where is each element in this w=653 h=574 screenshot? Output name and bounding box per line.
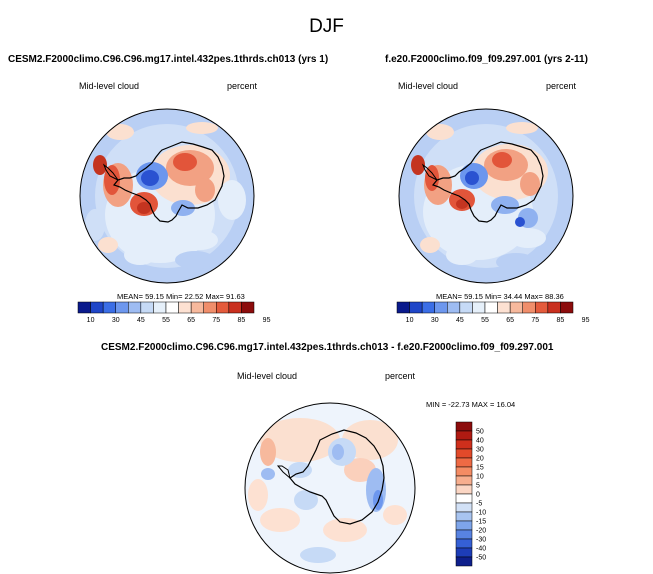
diff-colorbar-swatch xyxy=(455,502,473,513)
panel-1-colorbar-tick-label: 55 xyxy=(162,317,170,324)
panel-1-colorbar-swatch xyxy=(216,301,230,314)
panel-2-colorbar-swatch xyxy=(497,301,511,314)
diff-colorbar-swatch xyxy=(455,484,473,495)
diff-colorbar-swatch xyxy=(455,421,473,432)
panel-2-colorbar-swatch xyxy=(409,301,423,314)
panel-1-colorbar-tick-label: 75 xyxy=(212,317,220,324)
panel-1-case-title: CESM2.F2000climo.C96.C96.mg17.intel.432p… xyxy=(8,54,329,65)
panel-2-colorbar-swatch xyxy=(509,301,523,314)
panel-2-colorbar-tick-label: 10 xyxy=(406,317,414,324)
diff-colorbar-swatch xyxy=(455,439,473,450)
panel-2-units: percent xyxy=(546,81,577,91)
panel-1-variable: Mid-level cloud xyxy=(79,81,140,91)
diff-colorbar-tick-label: 30 xyxy=(476,447,484,454)
panel-2-stats: MEAN= 59.15 Min= 34.44 Max= 88.36 xyxy=(436,292,564,301)
panel-1-colorbar-swatch xyxy=(102,301,116,314)
panel-1-colorbar-swatch xyxy=(153,301,167,314)
panel-1-colorbar-swatch xyxy=(190,301,204,314)
panel-1-colorbar-swatch xyxy=(128,301,142,314)
panel-1-units: percent xyxy=(227,81,258,91)
panel-2-colorbar-swatch xyxy=(522,301,536,314)
page-title: DJF xyxy=(309,16,344,37)
panel-2-colorbar-swatch xyxy=(421,301,435,314)
panel-1-colorbar: 10 30 45 55 65 75 85 95 xyxy=(77,301,271,324)
panel-2-case-title: f.e20.F2000climo.f09_f09.297.001 (yrs 2-… xyxy=(385,54,588,65)
panel-2-colorbar-tick-label: 95 xyxy=(582,317,590,324)
diff-colorbar-tick-label: -15 xyxy=(476,519,486,526)
panel-1-colorbar-swatch xyxy=(178,301,192,314)
diff-colorbar-tick-label: -50 xyxy=(476,555,486,562)
diff-colorbar-swatch xyxy=(455,511,473,522)
panel-1-colorbar-swatch xyxy=(203,301,217,314)
panel-1-antarctica-outline xyxy=(112,141,225,223)
panel-1-colorbar-tick-label: 30 xyxy=(112,317,120,324)
panel-2-antarctica-outline xyxy=(431,141,544,223)
diff-colorbar-tick-label: -30 xyxy=(476,537,486,544)
panel-2-colorbar-swatch xyxy=(547,301,561,314)
panel-2-map xyxy=(399,109,573,283)
diff-colorbar-tick-label: 5 xyxy=(476,483,480,490)
panel-1-map xyxy=(80,109,254,283)
panel-2-colorbar-tick-label: 65 xyxy=(506,317,514,324)
diff-colorbar-swatch xyxy=(455,529,473,540)
panel-1-colorbar-tick-label: 95 xyxy=(263,317,271,324)
panel-1-colorbar-swatch xyxy=(115,301,129,314)
panel-1-colorbar-swatch xyxy=(228,301,242,314)
panel-2-colorbar-tick-label: 45 xyxy=(456,317,464,324)
diff-colorbar-tick-label: -5 xyxy=(476,501,482,508)
panel-1-colorbar-tick-label: 65 xyxy=(187,317,195,324)
diff-colorbar-swatch xyxy=(455,475,473,486)
diff-colorbar-swatch xyxy=(455,466,473,477)
panel-1-colorbar-swatch xyxy=(140,301,154,314)
diff-colorbar-swatch xyxy=(455,457,473,468)
diff-colorbar-tick-label: 15 xyxy=(476,465,484,472)
diff-colorbar-tick-label: 10 xyxy=(476,474,484,481)
panel-2-colorbar-swatch xyxy=(535,301,549,314)
panel-1-colorbar-tick-label: 85 xyxy=(238,317,246,324)
diff-colorbar-swatch xyxy=(455,547,473,558)
diff-case-title: CESM2.F2000climo.C96.C96.mg17.intel.432p… xyxy=(101,342,554,353)
panel-2-colorbar: 10 30 45 55 65 75 85 95 xyxy=(396,301,590,324)
diff-colorbar-swatch xyxy=(455,448,473,459)
diff-colorbar-tick-label: 20 xyxy=(476,456,484,463)
diff-colorbar-tick-label: 50 xyxy=(476,429,484,436)
panel-1-colorbar-swatch xyxy=(90,301,104,314)
panel-1-stats: MEAN= 59.15 Min= 22.52 Max= 91.63 xyxy=(117,292,245,301)
diff-colorbar-tick-label: -10 xyxy=(476,510,486,517)
diff-antarctica-outline xyxy=(289,429,385,525)
panel-2-colorbar-swatch xyxy=(434,301,448,314)
panel-2-colorbar-swatch xyxy=(560,301,574,314)
diff-map xyxy=(245,403,415,573)
panel-2-colorbar-tick-label: 30 xyxy=(431,317,439,324)
panel-2-colorbar-tick-label: 85 xyxy=(557,317,565,324)
panel-2-colorbar-tick-label: 75 xyxy=(531,317,539,324)
diff-colorbar-tick-label: 0 xyxy=(476,492,480,499)
panel-1-colorbar-tick-label: 10 xyxy=(87,317,95,324)
diff-colorbar-swatch xyxy=(455,556,473,567)
diff-colorbar-tick-label: -20 xyxy=(476,528,486,535)
panel-1-colorbar-swatch xyxy=(241,301,255,314)
diff-stats: MIN = -22.73 MAX = 16.04 xyxy=(426,400,516,409)
diff-colorbar-tick-label: -40 xyxy=(476,546,486,553)
panel-2-colorbar-swatch xyxy=(447,301,461,314)
panel-2-colorbar-swatch xyxy=(472,301,486,314)
panel-2-colorbar-tick-label: 55 xyxy=(481,317,489,324)
panel-1-colorbar-tick-label: 45 xyxy=(137,317,145,324)
diff-colorbar-swatch xyxy=(455,538,473,549)
diff-colorbar-tick-label: 40 xyxy=(476,438,484,445)
diff-units: percent xyxy=(385,371,416,381)
diff-variable: Mid-level cloud xyxy=(237,371,298,381)
panel-2-colorbar-swatch xyxy=(396,301,410,314)
diff-colorbar-swatch xyxy=(455,493,473,504)
panel-1-colorbar-swatch xyxy=(77,301,91,314)
panel-2-colorbar-swatch xyxy=(484,301,498,314)
diff-colorbar-swatch xyxy=(455,520,473,531)
panel-1-colorbar-swatch xyxy=(165,301,179,314)
diff-colorbar-swatch xyxy=(455,430,473,441)
panel-2-colorbar-swatch xyxy=(459,301,473,314)
panel-2-variable: Mid-level cloud xyxy=(398,81,459,91)
